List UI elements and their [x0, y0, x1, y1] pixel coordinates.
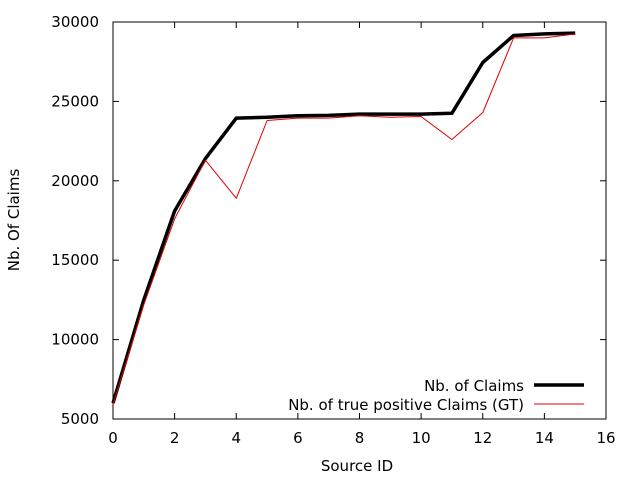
y-tick-label: 30000	[51, 13, 99, 31]
x-tick-label: 14	[535, 429, 554, 447]
x-tick-label: 12	[473, 429, 492, 447]
legend: Nb. of Claims Nb. of true positive Claim…	[288, 377, 584, 414]
y-tick-label: 15000	[51, 251, 99, 269]
y-tick-label: 20000	[51, 172, 99, 190]
y-tick-label: 5000	[61, 410, 99, 428]
x-tick-label: 10	[412, 429, 431, 447]
x-tick-label: 16	[596, 429, 615, 447]
x-tick-label: 6	[293, 429, 303, 447]
x-axis-title: Source ID	[321, 457, 393, 475]
series-lines	[111, 31, 576, 405]
x-tick-label: 4	[231, 429, 241, 447]
axis-tick-labels: 0 2 4 6 8 10 12 14 16 5000 10000 15000 20000 25000 300…	[51, 13, 615, 447]
series-line-claims	[111, 31, 576, 404]
legend-label-claims: Nb. of Claims	[424, 377, 524, 395]
y-axis-title: Nb. Of Claims	[5, 169, 23, 272]
x-tick-label: 0	[108, 429, 118, 447]
x-tick-label: 2	[170, 429, 180, 447]
x-tick-label: 8	[355, 429, 365, 447]
series-line-true-positive	[112, 33, 576, 405]
plot-frame	[112, 21, 607, 420]
legend-label-true-positive: Nb. of true positive Claims (GT)	[288, 396, 524, 414]
y-tick-label: 10000	[51, 331, 99, 349]
axis-ticks	[112, 21, 607, 420]
y-tick-label: 25000	[51, 92, 99, 110]
